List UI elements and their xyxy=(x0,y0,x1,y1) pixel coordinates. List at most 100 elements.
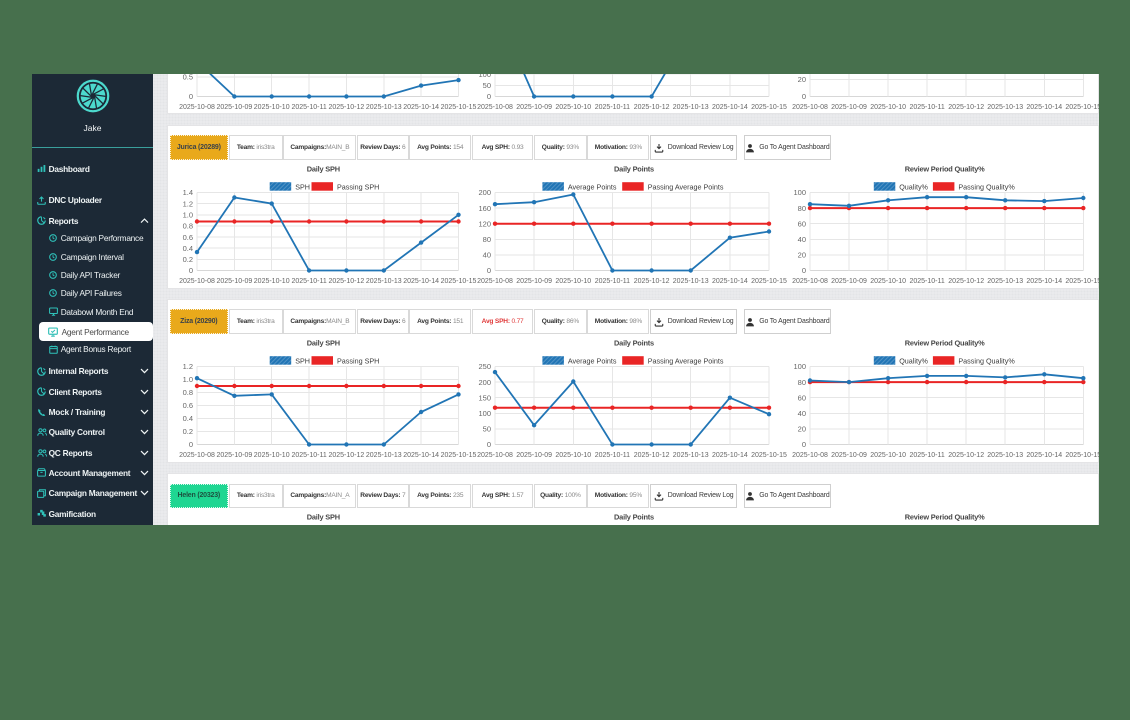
svg-text:40: 40 xyxy=(798,235,806,244)
svg-text:2025-10-14: 2025-10-14 xyxy=(403,278,439,285)
svg-text:200: 200 xyxy=(478,378,491,387)
svg-text:2025-10-14: 2025-10-14 xyxy=(1026,104,1062,111)
svg-text:0: 0 xyxy=(802,440,806,449)
svg-text:2025-10-08: 2025-10-08 xyxy=(477,104,513,111)
svg-text:40: 40 xyxy=(483,251,491,260)
svg-text:100: 100 xyxy=(793,362,806,371)
svg-text:50: 50 xyxy=(483,425,491,434)
svg-text:2025-10-12: 2025-10-12 xyxy=(328,452,364,459)
svg-text:2025-10-13: 2025-10-13 xyxy=(673,104,709,111)
svg-text:2025-10-14: 2025-10-14 xyxy=(403,104,439,111)
svg-text:2025-10-13: 2025-10-13 xyxy=(987,278,1023,285)
svg-text:Quality%: Quality% xyxy=(899,357,928,366)
svg-text:0.6: 0.6 xyxy=(183,401,193,410)
svg-text:2025-10-12: 2025-10-12 xyxy=(634,452,670,459)
svg-text:2025-10-08: 2025-10-08 xyxy=(179,452,215,459)
svg-text:150: 150 xyxy=(478,394,491,403)
svg-text:0.8: 0.8 xyxy=(183,222,193,231)
svg-text:Passing Average Points: Passing Average Points xyxy=(648,183,724,192)
svg-text:2025-10-08: 2025-10-08 xyxy=(477,278,513,285)
svg-text:2025-10-15: 2025-10-15 xyxy=(441,104,477,111)
svg-text:Passing Average Points: Passing Average Points xyxy=(648,357,724,366)
svg-text:2025-10-11: 2025-10-11 xyxy=(595,278,630,285)
svg-text:2025-10-15: 2025-10-15 xyxy=(1065,104,1099,111)
svg-text:0: 0 xyxy=(189,266,193,275)
svg-text:2025-10-11: 2025-10-11 xyxy=(291,278,326,285)
svg-text:2025-10-15: 2025-10-15 xyxy=(441,278,477,285)
svg-text:2025-10-15: 2025-10-15 xyxy=(751,278,787,285)
svg-text:1.0: 1.0 xyxy=(183,375,193,384)
svg-text:20: 20 xyxy=(798,251,806,260)
svg-text:2025-10-10: 2025-10-10 xyxy=(254,278,290,285)
svg-text:1.2: 1.2 xyxy=(183,362,193,371)
svg-text:0: 0 xyxy=(487,440,491,449)
svg-text:100: 100 xyxy=(793,188,806,197)
svg-text:2025-10-14: 2025-10-14 xyxy=(1026,278,1062,285)
svg-text:2025-10-11: 2025-10-11 xyxy=(909,452,944,459)
svg-text:2025-10-15: 2025-10-15 xyxy=(751,104,787,111)
svg-text:2025-10-08: 2025-10-08 xyxy=(792,452,828,459)
svg-text:2025-10-09: 2025-10-09 xyxy=(216,452,252,459)
svg-text:2025-10-14: 2025-10-14 xyxy=(403,452,439,459)
svg-text:0: 0 xyxy=(487,92,491,101)
svg-text:80: 80 xyxy=(798,204,806,213)
svg-text:20: 20 xyxy=(798,75,806,84)
svg-text:SPH: SPH xyxy=(295,183,310,192)
svg-text:2025-10-09: 2025-10-09 xyxy=(516,104,552,111)
svg-text:2025-10-10: 2025-10-10 xyxy=(870,278,906,285)
svg-text:2025-10-12: 2025-10-12 xyxy=(328,104,364,111)
svg-text:Quality%: Quality% xyxy=(899,183,928,192)
svg-text:60: 60 xyxy=(798,394,806,403)
svg-text:2025-10-08: 2025-10-08 xyxy=(792,104,828,111)
svg-text:0.4: 0.4 xyxy=(183,414,193,423)
svg-text:0: 0 xyxy=(189,92,193,101)
svg-text:Daily Points: Daily Points xyxy=(614,339,654,348)
svg-text:0.2: 0.2 xyxy=(183,255,193,264)
svg-text:1.4: 1.4 xyxy=(183,188,193,197)
svg-text:Average Points: Average Points xyxy=(568,183,617,192)
svg-text:2025-10-15: 2025-10-15 xyxy=(751,452,787,459)
svg-text:2025-10-10: 2025-10-10 xyxy=(555,104,591,111)
svg-text:2025-10-08: 2025-10-08 xyxy=(179,278,215,285)
svg-text:Daily SPH: Daily SPH xyxy=(307,165,340,174)
svg-text:Daily SPH: Daily SPH xyxy=(307,339,340,348)
svg-text:2025-10-10: 2025-10-10 xyxy=(254,452,290,459)
svg-text:2025-10-12: 2025-10-12 xyxy=(948,104,984,111)
svg-text:Review Period Quality%: Review Period Quality% xyxy=(905,339,985,348)
svg-text:SPH: SPH xyxy=(295,357,310,366)
svg-text:2025-10-09: 2025-10-09 xyxy=(216,104,252,111)
svg-text:80: 80 xyxy=(798,378,806,387)
svg-text:2025-10-09: 2025-10-09 xyxy=(831,104,867,111)
svg-text:2025-10-09: 2025-10-09 xyxy=(216,278,252,285)
svg-text:160: 160 xyxy=(478,204,491,213)
svg-text:Average Points: Average Points xyxy=(568,357,617,366)
svg-text:0: 0 xyxy=(802,92,806,101)
svg-text:60: 60 xyxy=(798,219,806,228)
svg-text:2025-10-13: 2025-10-13 xyxy=(673,452,709,459)
svg-text:2025-10-10: 2025-10-10 xyxy=(870,452,906,459)
svg-text:Review Period Quality%: Review Period Quality% xyxy=(905,165,985,174)
svg-text:50: 50 xyxy=(483,81,491,90)
svg-text:2025-10-15: 2025-10-15 xyxy=(441,452,477,459)
svg-text:2025-10-11: 2025-10-11 xyxy=(595,452,630,459)
svg-text:2025-10-11: 2025-10-11 xyxy=(909,104,944,111)
svg-text:2025-10-13: 2025-10-13 xyxy=(673,278,709,285)
svg-text:Passing SPH: Passing SPH xyxy=(337,357,379,366)
svg-text:2025-10-12: 2025-10-12 xyxy=(948,278,984,285)
svg-text:2025-10-12: 2025-10-12 xyxy=(634,104,670,111)
svg-text:20: 20 xyxy=(798,425,806,434)
svg-text:100: 100 xyxy=(478,74,491,78)
svg-text:2025-10-12: 2025-10-12 xyxy=(948,452,984,459)
svg-text:2025-10-09: 2025-10-09 xyxy=(516,452,552,459)
svg-text:Passing Quality%: Passing Quality% xyxy=(958,183,1015,192)
svg-text:2025-10-12: 2025-10-12 xyxy=(328,278,364,285)
svg-text:2025-10-10: 2025-10-10 xyxy=(870,104,906,111)
svg-text:80: 80 xyxy=(483,235,491,244)
svg-text:250: 250 xyxy=(478,362,491,371)
svg-text:200: 200 xyxy=(478,188,491,197)
svg-text:0.5: 0.5 xyxy=(183,74,193,81)
svg-text:Daily Points: Daily Points xyxy=(614,165,654,174)
svg-text:2025-10-08: 2025-10-08 xyxy=(477,452,513,459)
svg-text:0.6: 0.6 xyxy=(183,233,193,242)
svg-text:0.8: 0.8 xyxy=(183,388,193,397)
